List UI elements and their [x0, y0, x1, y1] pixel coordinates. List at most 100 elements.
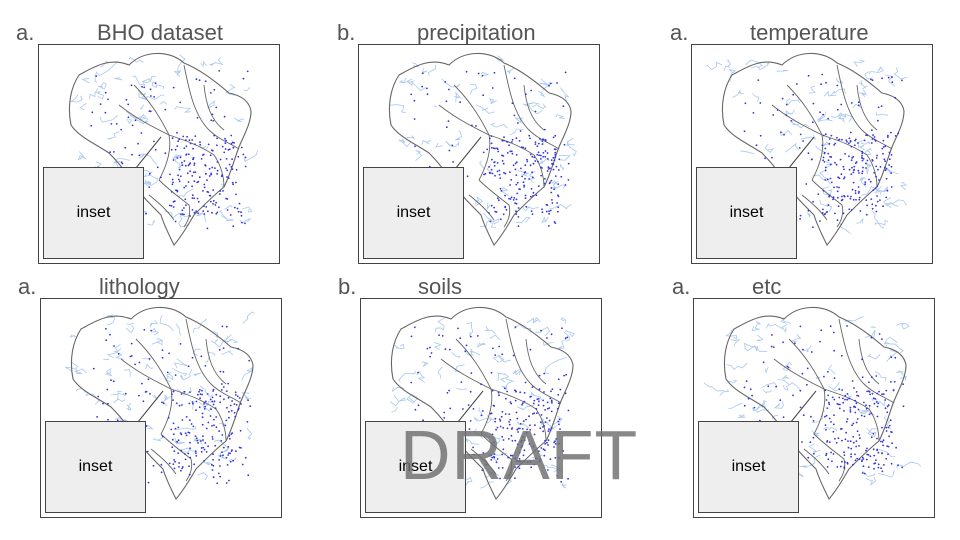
station-point: [830, 134, 833, 137]
station-point: [554, 443, 557, 445]
station-point: [230, 134, 233, 137]
station-point: [529, 461, 532, 463]
station-point: [533, 433, 536, 436]
station-point: [902, 405, 905, 408]
station-point: [130, 84, 133, 87]
station-point: [802, 140, 804, 142]
station-point: [176, 157, 179, 159]
country-outline: [388, 52, 572, 246]
station-point: [96, 416, 98, 418]
station-point: [410, 335, 413, 338]
station-point: [97, 395, 100, 398]
state-border: [150, 448, 177, 475]
station-point: [528, 415, 530, 418]
station-point: [544, 177, 546, 180]
station-point: [508, 423, 511, 426]
station-point: [546, 170, 549, 172]
station-point: [835, 163, 838, 166]
station-point: [780, 131, 782, 134]
station-point: [481, 469, 484, 472]
station-point: [169, 173, 171, 176]
station-point: [493, 71, 496, 74]
station-point: [185, 139, 187, 141]
station-point: [171, 393, 173, 396]
station-point: [557, 402, 560, 405]
station-point: [216, 169, 219, 172]
station-point: [775, 385, 777, 388]
station-point: [828, 417, 831, 420]
station-point: [206, 179, 208, 182]
station-point: [529, 428, 532, 431]
station-point: [543, 182, 546, 185]
station-point: [472, 446, 474, 449]
station-point: [541, 211, 544, 214]
station-point: [890, 381, 892, 383]
station-point: [221, 325, 224, 328]
station-point: [879, 166, 882, 168]
station-point: [516, 443, 519, 446]
draft-watermark: DRAFT: [400, 416, 639, 494]
station-point: [482, 94, 485, 97]
station-point: [134, 363, 136, 366]
station-point: [537, 151, 540, 154]
station-point: [197, 212, 200, 215]
station-point: [443, 417, 446, 419]
station-point: [550, 333, 553, 336]
station-point: [537, 142, 540, 145]
station-point: [183, 390, 186, 393]
station-point: [875, 165, 878, 168]
station-point: [511, 138, 514, 141]
station-point: [799, 389, 802, 392]
station-point: [755, 144, 758, 147]
station-point: [214, 204, 217, 206]
station-point: [854, 459, 857, 462]
station-point: [491, 158, 493, 161]
station-point: [445, 100, 448, 103]
station-point: [192, 147, 195, 150]
station-point: [856, 430, 859, 433]
station-point: [836, 403, 839, 405]
station-point: [215, 426, 218, 429]
station-point: [854, 139, 856, 142]
station-point: [172, 181, 174, 184]
station-point: [232, 225, 235, 228]
station-point: [187, 153, 190, 156]
station-point: [874, 187, 877, 190]
station-point: [863, 139, 866, 142]
station-point: [144, 391, 147, 393]
station-point: [845, 431, 848, 434]
station-point: [546, 417, 548, 419]
state-border: [440, 358, 492, 390]
station-point: [857, 169, 860, 172]
station-point: [843, 410, 845, 412]
station-point: [515, 210, 517, 213]
station-point: [852, 155, 855, 158]
station-point: [216, 173, 219, 175]
station-point: [555, 165, 558, 168]
station-point: [161, 356, 164, 359]
station-point: [810, 415, 812, 418]
station-point: [874, 140, 877, 142]
station-point: [181, 467, 184, 470]
station-point: [541, 143, 544, 145]
station-point: [451, 144, 454, 147]
station-point: [551, 388, 554, 390]
station-point: [757, 79, 760, 81]
station-point: [557, 183, 560, 186]
station-point: [214, 444, 217, 447]
station-point: [465, 70, 468, 73]
station-point: [488, 212, 490, 214]
station-point: [882, 439, 885, 442]
inset-box: inset: [365, 421, 466, 513]
station-point: [491, 433, 494, 436]
station-point: [863, 472, 866, 475]
station-point: [885, 426, 888, 429]
station-point: [515, 174, 518, 177]
station-point: [244, 156, 247, 159]
station-point: [828, 142, 831, 145]
station-point: [523, 391, 526, 394]
station-point: [104, 91, 107, 94]
station-point: [549, 397, 552, 400]
station-point: [849, 406, 852, 409]
station-point: [534, 160, 537, 162]
